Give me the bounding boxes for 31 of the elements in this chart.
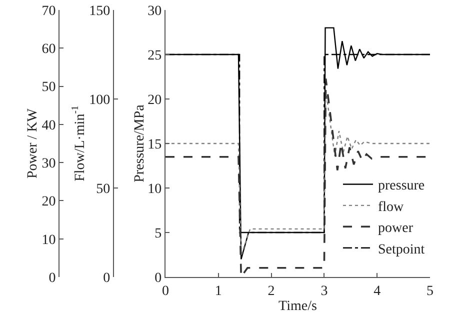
y-tick-label: 30 [148,4,162,19]
y-tick-label: 0 [154,270,162,286]
y-tick-label: 5 [154,226,162,242]
x-tick-label: 5 [426,284,434,299]
y2-tick-label: 50 [96,182,110,197]
x-tick-label: 1 [214,284,222,299]
y2-tick-label: 150 [89,4,110,19]
y3-tick-label: 30 [42,156,56,172]
x-axis-title: Time/s [278,299,317,314]
y3-tick-label: 70 [42,4,56,19]
legend-label: power [378,221,414,236]
y-tick-label: 20 [148,92,162,108]
y-tick-label: 15 [148,137,162,152]
x-tick-label: 2 [268,284,275,299]
y3-axis-title: Power / KW [25,108,40,178]
y3-tick-label: 20 [42,194,56,210]
y-tick-label: 10 [148,182,162,197]
y3-tick-label: 50 [42,80,56,96]
y-tick-label: 25 [148,48,162,64]
legend-label: Setpoint [378,242,425,258]
legend-label: pressure [378,178,425,194]
y3-tick-label: 40 [42,118,56,134]
y3-tick-label: 10 [42,232,56,248]
y3-tick-label: 60 [42,42,56,58]
y2-tick-label: 0 [103,270,110,286]
x-tick-label: 4 [374,284,381,299]
y3-tick-label: 0 [48,270,56,286]
legend-label: flow [378,200,405,215]
x-tick-label: 3 [320,284,328,299]
y-axis-title: Pressure/MPa [132,104,148,182]
y2-tick-label: 100 [89,92,110,108]
